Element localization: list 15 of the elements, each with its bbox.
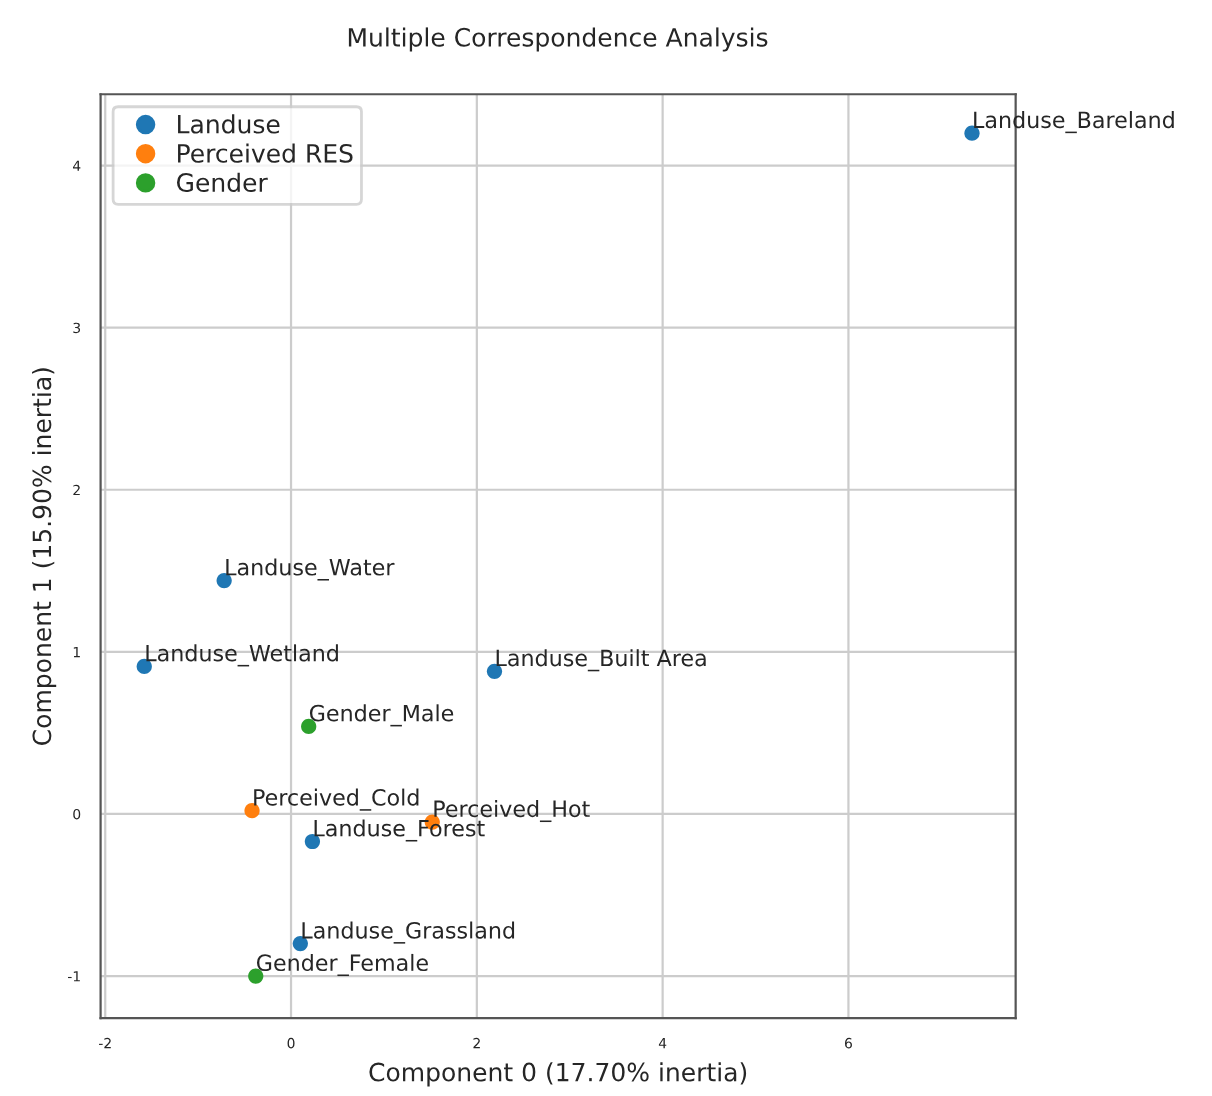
annotation: Perceived_Cold xyxy=(254,788,419,811)
annotation: Landuse_Wetland xyxy=(146,644,338,667)
chart-title: Multiple Correspondence Analysis xyxy=(348,27,768,52)
annotation: Landuse_Grassland xyxy=(302,921,515,944)
legend-label: Perceived RES xyxy=(178,143,353,163)
annotation: Gender_Male xyxy=(309,704,454,727)
annotation: Landuse_Water xyxy=(226,558,395,581)
x-axis-title: Component 0 (17.70% inertia) xyxy=(369,1062,747,1087)
legend-label: Landuse xyxy=(178,114,280,134)
y-axis-title: Component 1 (15.90% inertia) xyxy=(32,368,57,745)
annotation: Landuse_Built Area xyxy=(496,649,706,672)
annotation: Landuse_Forest xyxy=(314,819,485,842)
annotation: Gender_Female xyxy=(256,953,428,977)
legend-label: Gender xyxy=(177,172,268,192)
annotation: Perceived_Hot xyxy=(434,799,590,823)
